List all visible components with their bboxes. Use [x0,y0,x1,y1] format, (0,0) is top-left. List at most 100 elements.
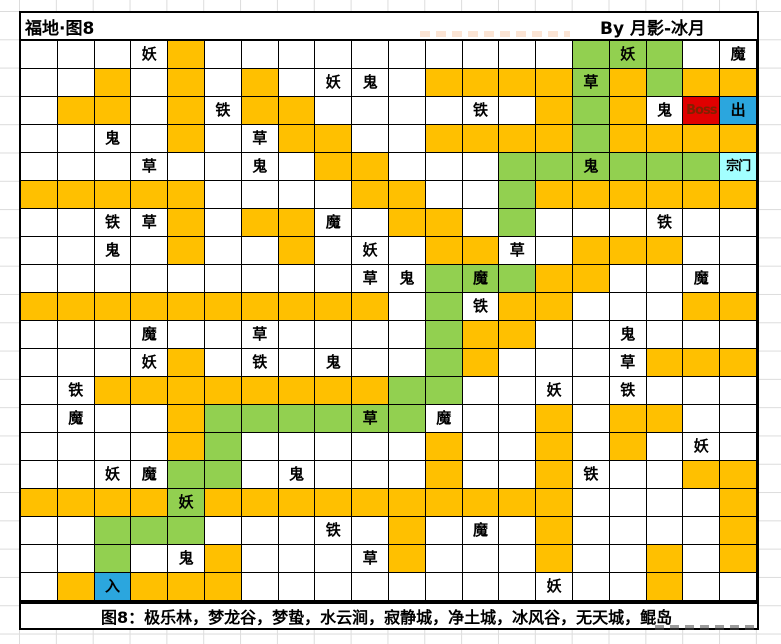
grid-cell [21,293,58,321]
grid-cell [352,461,389,489]
grid-cell [536,237,573,265]
grid-cell: 鬼 [241,153,279,181]
grid-cell [241,573,279,601]
grid-cell [499,97,537,125]
grid-cell [536,517,573,545]
grid-cell [21,125,58,153]
grid-cell [168,349,205,377]
grid-cell [683,181,721,209]
grid-cell: 草 [572,69,610,97]
grid-cell [499,125,537,153]
grid-cell [21,377,58,405]
grid-cell [57,209,95,237]
grid-cell [278,237,316,265]
grid-cell [646,433,684,461]
grid-cell: 魔 [462,517,500,545]
grid-cell [388,181,426,209]
grid-cell [21,181,58,209]
grid-cell [168,153,205,181]
grid-cell [315,41,353,69]
grid-cell [388,349,426,377]
page-title: 福地·图8 [25,18,95,39]
grid-cell [683,69,721,97]
grid-cell [462,433,500,461]
grid-cell [352,517,389,545]
grid-cell [21,517,58,545]
grid-cell: 铁 [572,461,610,489]
grid-cell [94,69,132,97]
grid-cell [241,405,279,433]
grid-cell [572,209,610,237]
grid-cell [168,573,205,601]
grid-cell [499,349,537,377]
grid-cell [683,545,721,573]
grid-cell: 鬼 [94,237,132,265]
grid-cell [536,153,573,181]
grid-cell [388,321,426,349]
grid-cell [352,433,389,461]
grid-cell: 妖 [683,433,721,461]
grid-cell [241,545,279,573]
grid-cell [57,97,95,125]
grid-cell [388,209,426,237]
grid-cell [57,433,95,461]
grid-cell [21,237,58,265]
grid-cell [168,293,205,321]
grid-cell [388,377,426,405]
grid-cell [168,209,205,237]
grid-cell [168,237,205,265]
grid-cell [131,405,169,433]
grid-cell [572,97,610,125]
grid-cell [315,153,353,181]
grid-cell: 草 [499,237,537,265]
map-caption: 图8：极乐林，梦龙谷，梦蛰，水云涧，寂静城，净土城，冰风谷，无天城，鲲岛 [101,608,673,627]
grid-cell [425,69,463,97]
grid-cell [57,125,95,153]
grid-cell [720,265,757,293]
grid-cell [168,69,205,97]
grid-cell [168,461,205,489]
grid-cell [278,153,316,181]
grid-cell [499,181,537,209]
grid-cell [315,573,353,601]
grid-cell [683,573,721,601]
grid-cell [720,517,757,545]
grid-cell [57,237,95,265]
grid-cell [352,209,389,237]
grid-cell [388,237,426,265]
grid-cell [425,181,463,209]
grid-cell [720,125,757,153]
grid-cell [315,265,353,293]
grid-cell [388,69,426,97]
grid-cell [352,41,389,69]
grid-cell [241,41,279,69]
grid-cell [572,573,610,601]
grid-cell [131,573,169,601]
grid-cell [646,293,684,321]
grid-cell [204,433,242,461]
grid-cell [94,377,132,405]
grid-cell [536,125,573,153]
grid-cell [536,97,573,125]
grid-cell [536,293,573,321]
grid-cell [21,461,58,489]
grid-cell: 妖 [536,573,573,601]
grid-cell [720,489,757,517]
grid-cell: 草 [131,153,169,181]
grid-cell [572,321,610,349]
grid-cell [499,377,537,405]
grid-cell [388,545,426,573]
grid-cell [21,573,58,601]
grid-cell [425,573,463,601]
grid-cell [204,293,242,321]
grid-cell [683,461,721,489]
grid-cell [204,153,242,181]
grid-cell: 铁 [315,517,353,545]
grid-cell [462,125,500,153]
grid-cell [204,573,242,601]
grid-cell [425,349,463,377]
grid-cell [388,517,426,545]
grid-cell [425,545,463,573]
grid-cell [646,545,684,573]
grid-cell [720,209,757,237]
